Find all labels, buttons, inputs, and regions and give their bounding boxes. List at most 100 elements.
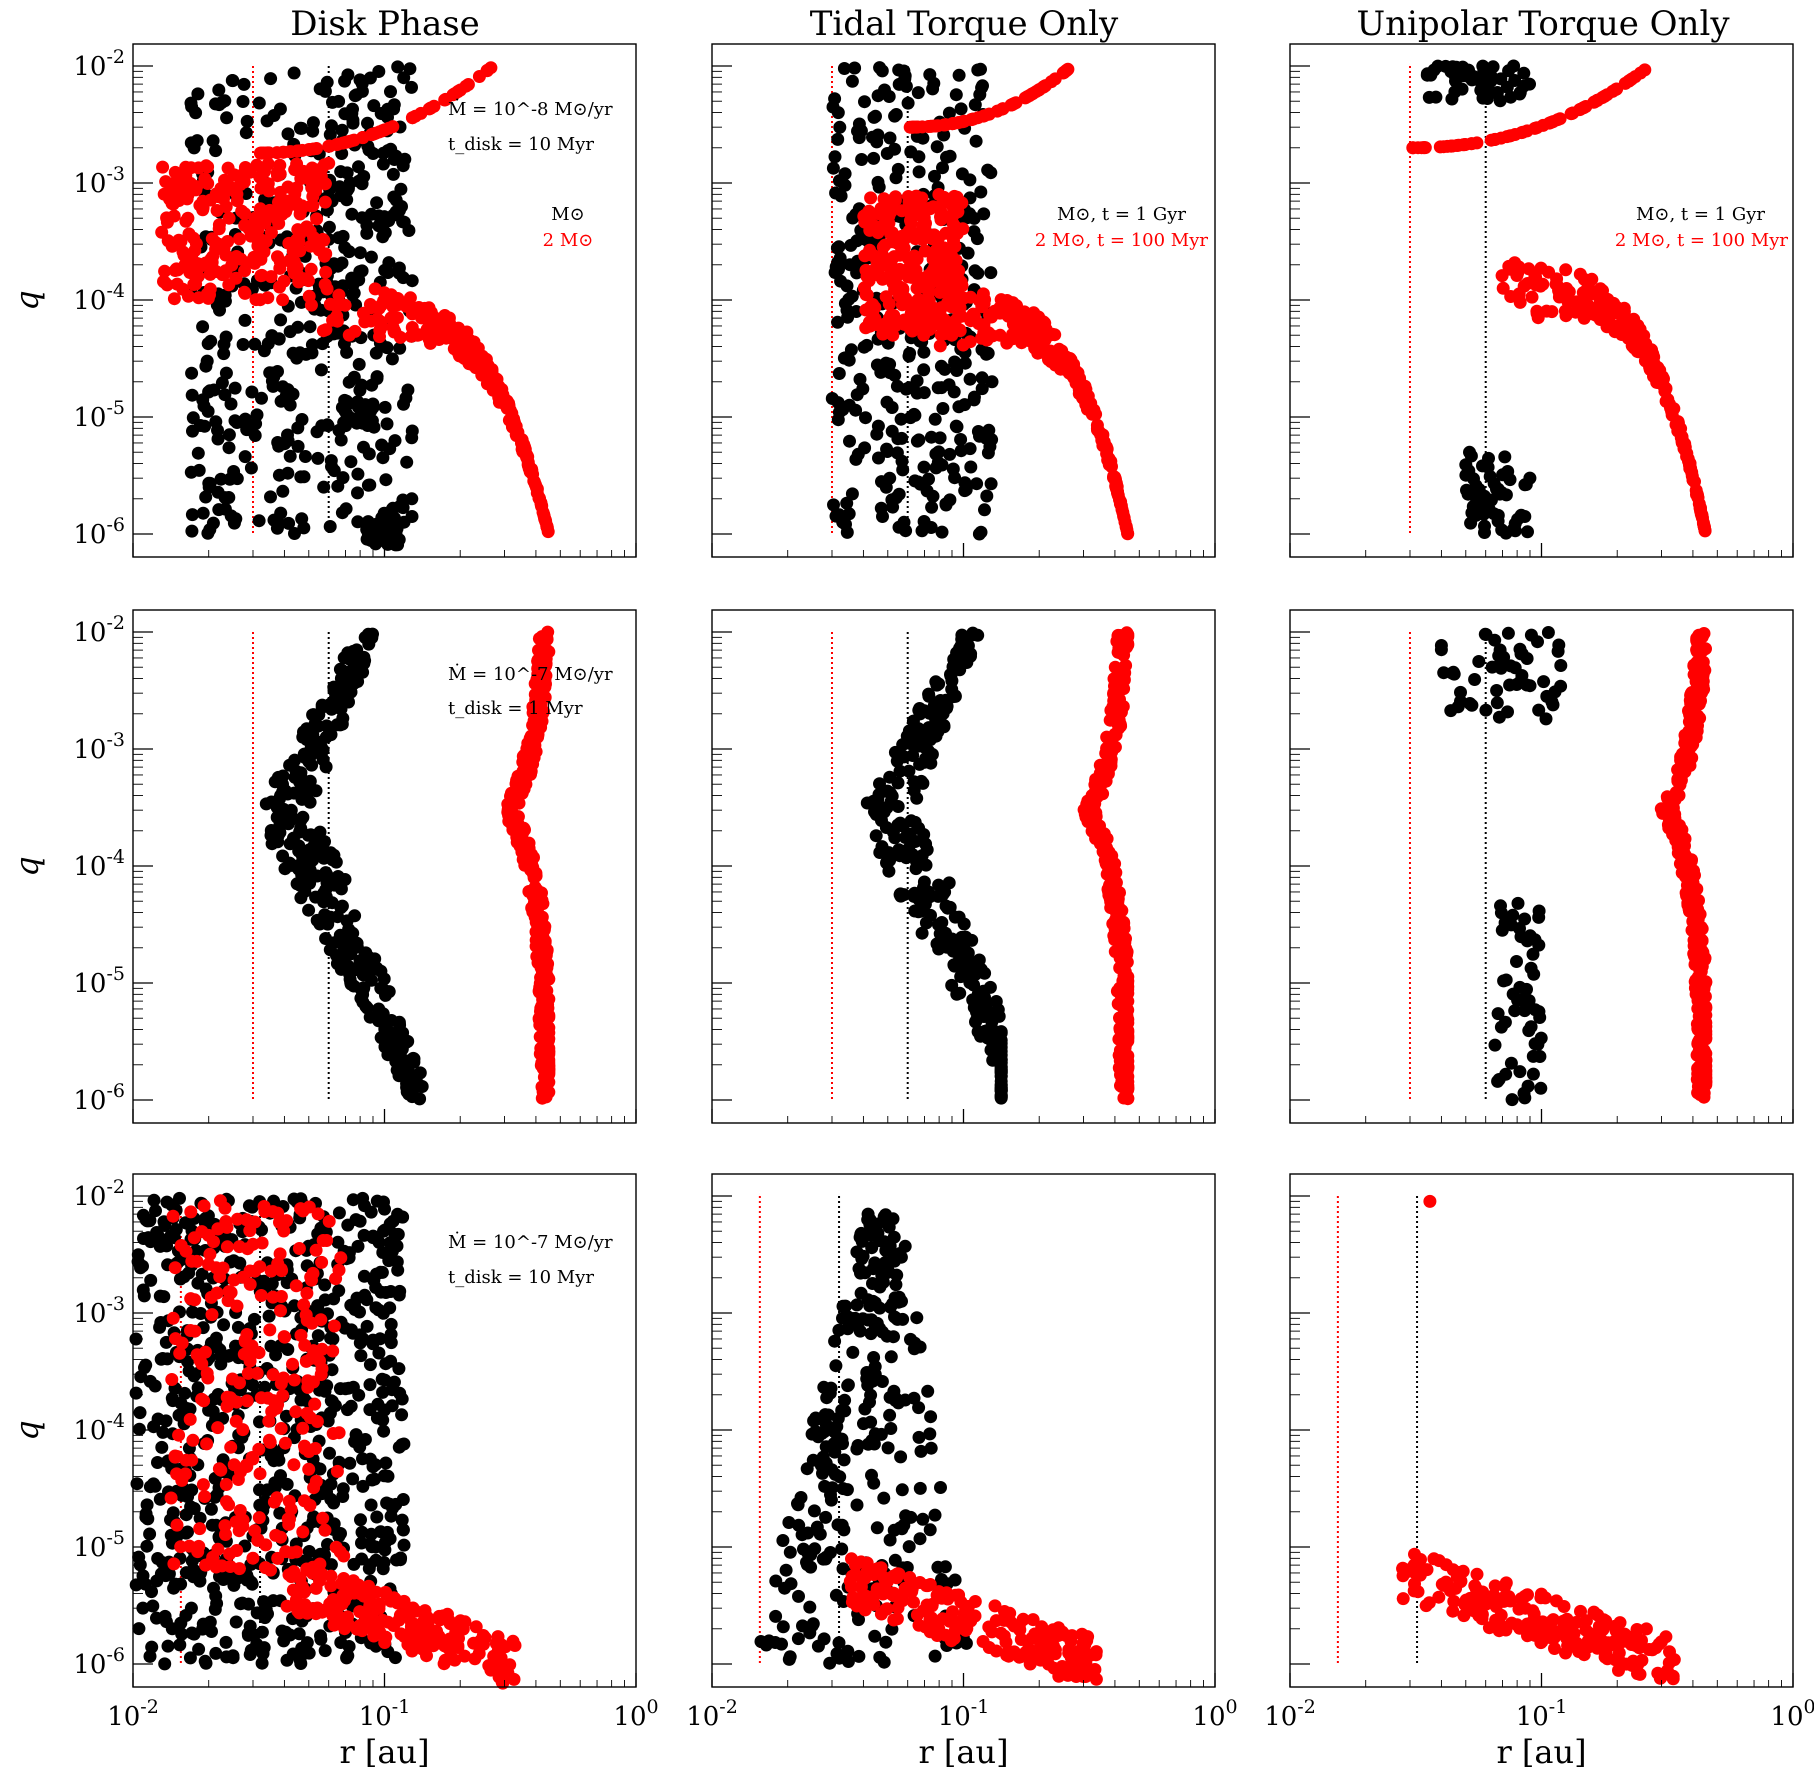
- point-black: [382, 214, 396, 228]
- point-black: [910, 434, 924, 448]
- point-red: [168, 165, 182, 179]
- point-black: [924, 521, 938, 534]
- point-red: [1540, 304, 1554, 318]
- point-red: [479, 352, 493, 366]
- point-black: [326, 95, 339, 109]
- point-red: [192, 161, 205, 175]
- point-black: [280, 1477, 294, 1491]
- point-black: [945, 674, 959, 688]
- point-black: [938, 362, 952, 376]
- point-red: [1465, 137, 1479, 151]
- point-red: [1020, 90, 1034, 104]
- point-black: [217, 347, 231, 361]
- point-black: [890, 446, 904, 460]
- point-black: [311, 451, 325, 465]
- point-black: [930, 140, 944, 154]
- point-black: [1446, 665, 1460, 679]
- point-black: [219, 366, 233, 380]
- point-black: [386, 167, 400, 181]
- point-black: [395, 1408, 409, 1422]
- point-black: [300, 733, 314, 746]
- point-black: [338, 241, 352, 255]
- point-red: [1688, 711, 1702, 725]
- point-red: [253, 170, 267, 184]
- point-black: [1528, 1003, 1542, 1017]
- panel-r1-c2: [711, 43, 1216, 558]
- point-red: [1100, 832, 1114, 846]
- point-black: [882, 90, 896, 103]
- point-black: [260, 114, 274, 128]
- point-black: [974, 1029, 987, 1043]
- point-black: [347, 962, 361, 976]
- point-red: [1697, 1019, 1711, 1033]
- point-red: [1008, 327, 1022, 341]
- point-red: [1685, 469, 1699, 483]
- point-black: [255, 391, 268, 405]
- point-black: [353, 246, 367, 260]
- point-black: [1493, 94, 1507, 108]
- point-red: [1691, 989, 1704, 1003]
- point-black: [351, 486, 364, 500]
- point-red: [429, 331, 443, 345]
- point-black: [201, 404, 215, 418]
- point-black: [859, 411, 872, 425]
- point-black: [405, 431, 419, 445]
- point-black: [918, 897, 932, 911]
- point-black: [898, 831, 912, 844]
- point-black: [236, 95, 250, 108]
- point-red: [1639, 337, 1653, 351]
- point-black: [352, 160, 365, 174]
- point-black: [1526, 1049, 1540, 1063]
- point-black: [185, 366, 199, 380]
- point-black: [872, 788, 886, 801]
- point-black: [214, 472, 228, 486]
- point-black: [1448, 85, 1462, 99]
- point-black: [975, 81, 989, 95]
- point-black: [954, 102, 968, 116]
- point-red: [1494, 131, 1508, 145]
- point-red: [897, 292, 911, 306]
- point-black: [294, 470, 308, 484]
- point-black: [379, 473, 393, 487]
- point-black: [281, 127, 295, 141]
- point-red: [1600, 320, 1614, 334]
- point-black: [376, 157, 390, 171]
- point-black: [1532, 703, 1546, 717]
- point-black: [326, 853, 339, 867]
- point-black: [971, 63, 985, 77]
- point-red: [1618, 76, 1632, 90]
- point-red: [889, 319, 903, 332]
- point-black: [187, 141, 201, 155]
- point-black: [252, 96, 266, 110]
- point-black: [940, 699, 954, 713]
- point-black: [1508, 74, 1522, 87]
- point-black: [885, 401, 899, 414]
- point-black: [184, 465, 198, 479]
- point-red: [1698, 953, 1712, 967]
- point-black: [838, 167, 852, 181]
- point-black: [882, 864, 896, 878]
- point-black: [318, 835, 331, 849]
- point-black: [842, 507, 856, 521]
- y-axis-label: q: [8, 290, 46, 310]
- point-black: [370, 196, 384, 210]
- point-black: [941, 901, 955, 915]
- point-red: [304, 199, 318, 213]
- point-black: [356, 968, 370, 982]
- panel-r1-c3: [1289, 43, 1794, 558]
- point-black: [376, 451, 390, 465]
- point-red: [1119, 1023, 1133, 1037]
- point-black: [994, 1084, 1008, 1098]
- point-red: [911, 304, 925, 318]
- point-black: [971, 959, 985, 973]
- point-black: [363, 1378, 377, 1392]
- point-black: [955, 167, 969, 181]
- point-red: [185, 249, 199, 263]
- point-black: [1526, 1067, 1540, 1081]
- point-black: [385, 352, 399, 366]
- point-black: [333, 180, 347, 194]
- panel-grid: 10-610-510-410-310-2q10-610-510-410-310-…: [8, 43, 1814, 1771]
- point-red: [304, 262, 318, 276]
- point-red: [222, 211, 236, 225]
- point-black: [981, 446, 995, 460]
